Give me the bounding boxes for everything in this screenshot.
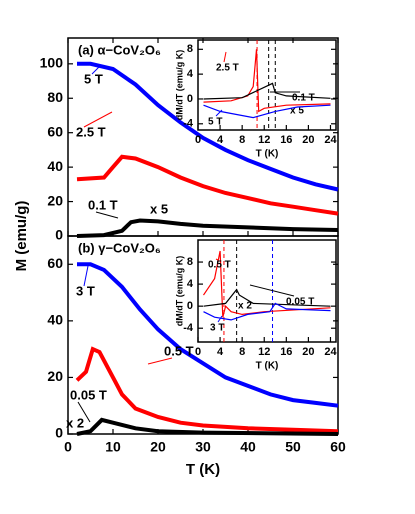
series-line — [76, 218, 339, 238]
x-tick-label: 0 — [195, 346, 201, 358]
x-tick-label: 4 — [217, 346, 224, 358]
y-tick-label: 40 — [47, 312, 63, 328]
series-label: 3 T — [210, 323, 224, 334]
series-label: 5 T — [84, 71, 103, 86]
multiplier-label: x 2 — [238, 301, 252, 312]
series-line — [76, 417, 339, 436]
series-line — [75, 346, 339, 434]
panel-label: (b) γ−CoV₂O₆ — [78, 240, 161, 255]
label-arrow — [249, 284, 295, 297]
series-line — [203, 250, 331, 318]
label-arrow — [147, 357, 173, 365]
y-tick-label: 40 — [47, 158, 63, 174]
y-tick-label: 60 — [47, 123, 63, 139]
x-tick-label: 0 — [64, 439, 72, 455]
y-tick-label: 4 — [187, 68, 194, 80]
y-tick-label: 80 — [47, 89, 63, 105]
label-arrow — [223, 51, 227, 63]
series-label: 0.5 T — [164, 343, 194, 358]
x-tick-label: 12 — [258, 134, 270, 146]
multiplier-label: x 5 — [290, 106, 304, 117]
y-tick-label: 0 — [187, 93, 193, 105]
x-tick-label: 10 — [105, 439, 121, 455]
y-tick-label: 100 — [40, 55, 64, 71]
x-tick-label: 16 — [280, 346, 292, 358]
label-arrow — [77, 401, 91, 423]
x-tick-label: 0 — [195, 134, 201, 146]
x-tick-label: 20 — [150, 439, 166, 455]
label-arrow — [91, 65, 101, 75]
series-label: 5 T — [208, 117, 222, 128]
x-tick-label: 24 — [324, 134, 337, 146]
y-tick-label: 0 — [55, 425, 63, 441]
y-axis-label: dM/dT (emu/g K) — [174, 256, 184, 327]
series-line — [77, 262, 339, 408]
label-arrow — [83, 111, 113, 128]
label-arrow — [215, 258, 219, 261]
series-line — [76, 154, 339, 216]
y-axis-label: dM/dT (emu/g K) — [174, 50, 184, 121]
x-tick-label: 8 — [239, 134, 245, 146]
x-axis-label: T (K) — [186, 461, 220, 478]
plot-frame — [197, 39, 337, 131]
x-tick-label: 20 — [302, 134, 314, 146]
y-tick-label: 0 — [55, 227, 63, 243]
series-label: 0.05 T — [286, 297, 314, 308]
series-label: 0.5 T — [208, 260, 231, 271]
series-line — [203, 288, 331, 307]
series-label: 2.5 T — [76, 124, 106, 139]
series-label: 0.1 T — [88, 197, 118, 212]
y-tick-label: -4 — [183, 322, 194, 334]
x-tick-label: 60 — [330, 439, 346, 455]
y-tick-label: 0 — [187, 300, 193, 312]
series-line — [203, 82, 331, 100]
panel-label: (a) α−CoV₂O₆ — [78, 42, 161, 57]
y-tick-label: 20 — [47, 192, 63, 208]
x-tick-label: 50 — [285, 439, 301, 455]
series-line — [203, 49, 331, 113]
label-arrow — [83, 265, 89, 287]
y-axis-label: M (emu/g) — [13, 201, 30, 272]
y-tick-label: -4 — [183, 118, 194, 130]
y-tick-label: 8 — [187, 43, 193, 55]
x-tick-label: 16 — [280, 134, 292, 146]
plot-frame — [197, 239, 337, 343]
series-label: 2.5 T — [216, 63, 239, 74]
multiplier-label: x 5 — [150, 201, 168, 216]
y-tick-label: 60 — [47, 255, 63, 271]
series-label: 0.1 T — [292, 93, 315, 104]
x-tick-label: 4 — [217, 134, 224, 146]
x-tick-label: 30 — [195, 439, 211, 455]
multiplier-label: x 2 — [66, 415, 84, 430]
x-tick-label: 20 — [302, 346, 314, 358]
label-arrow — [215, 109, 223, 117]
series-label: 0.05 T — [70, 387, 107, 402]
y-tick-label: 8 — [187, 256, 193, 268]
label-arrow — [95, 211, 119, 219]
x-axis-label: T (K) — [256, 361, 279, 372]
series-line — [77, 61, 339, 192]
x-tick-label: 8 — [239, 346, 245, 358]
y-tick-label: 20 — [47, 368, 63, 384]
x-tick-label: 24 — [324, 346, 337, 358]
series-label: 3 T — [76, 283, 95, 298]
plot-frame — [67, 235, 339, 435]
series-line — [203, 104, 331, 119]
label-arrow — [217, 315, 223, 323]
x-tick-label: 12 — [258, 346, 270, 358]
y-tick-label: 4 — [187, 278, 194, 290]
x-axis-label: T (K) — [256, 149, 279, 160]
series-line — [203, 302, 331, 321]
x-tick-label: 40 — [240, 439, 256, 455]
